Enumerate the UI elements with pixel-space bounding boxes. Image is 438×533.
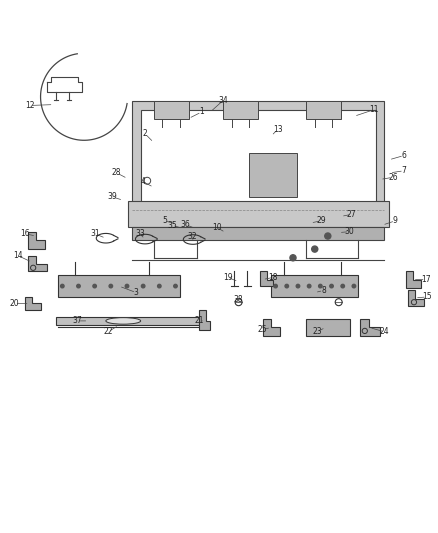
Text: 12: 12 (25, 101, 35, 110)
Polygon shape (28, 256, 47, 271)
Circle shape (125, 284, 129, 288)
Polygon shape (199, 310, 210, 329)
Polygon shape (260, 271, 273, 286)
Polygon shape (406, 271, 421, 288)
Text: 5: 5 (162, 216, 167, 225)
Polygon shape (306, 101, 341, 118)
Circle shape (77, 284, 80, 288)
Text: 24: 24 (380, 327, 389, 336)
Text: 22: 22 (103, 327, 113, 336)
Text: 6: 6 (402, 151, 406, 160)
Text: 20: 20 (10, 299, 19, 308)
Text: 26: 26 (388, 173, 398, 182)
Text: 36: 36 (180, 220, 191, 229)
Circle shape (274, 284, 277, 288)
Polygon shape (25, 297, 41, 310)
Polygon shape (127, 201, 389, 228)
Text: 7: 7 (402, 166, 406, 175)
Text: 14: 14 (13, 251, 23, 260)
Circle shape (341, 284, 344, 288)
Circle shape (109, 284, 113, 288)
Text: 19: 19 (223, 273, 233, 282)
Text: 28: 28 (112, 168, 121, 177)
Circle shape (330, 284, 333, 288)
Circle shape (290, 255, 296, 261)
Text: 18: 18 (268, 273, 278, 282)
Polygon shape (58, 275, 180, 297)
Text: 31: 31 (90, 229, 100, 238)
Text: 25: 25 (258, 325, 267, 334)
Circle shape (158, 284, 161, 288)
Circle shape (93, 284, 96, 288)
Text: 3: 3 (134, 288, 139, 297)
Polygon shape (132, 101, 385, 210)
Polygon shape (56, 317, 201, 325)
Text: 33: 33 (135, 229, 145, 238)
Text: 2: 2 (143, 130, 148, 138)
Text: 34: 34 (219, 96, 228, 105)
Text: 35: 35 (167, 221, 177, 230)
Circle shape (174, 284, 177, 288)
Text: 39: 39 (107, 192, 117, 201)
Text: 32: 32 (187, 231, 197, 240)
Polygon shape (306, 319, 350, 336)
Text: 1: 1 (199, 108, 204, 117)
Circle shape (141, 284, 145, 288)
Circle shape (312, 246, 318, 252)
Text: 11: 11 (369, 106, 378, 114)
Polygon shape (262, 319, 280, 336)
Text: 13: 13 (273, 125, 283, 134)
Polygon shape (28, 232, 45, 249)
Circle shape (296, 284, 300, 288)
Text: 9: 9 (393, 216, 398, 225)
Text: 37: 37 (73, 317, 82, 326)
Circle shape (352, 284, 356, 288)
Circle shape (318, 284, 322, 288)
Text: 4: 4 (141, 177, 145, 186)
Polygon shape (250, 154, 297, 197)
Polygon shape (154, 101, 188, 118)
Text: 30: 30 (345, 227, 354, 236)
Circle shape (307, 284, 311, 288)
Circle shape (285, 284, 289, 288)
Text: 27: 27 (347, 210, 357, 219)
Polygon shape (408, 290, 424, 305)
Text: 8: 8 (321, 286, 326, 295)
Text: 21: 21 (194, 317, 204, 326)
Text: 23: 23 (312, 327, 322, 336)
Text: 17: 17 (421, 275, 431, 284)
Text: 29: 29 (317, 216, 326, 225)
Circle shape (325, 233, 331, 239)
Text: 15: 15 (422, 293, 432, 302)
Polygon shape (271, 275, 358, 297)
Ellipse shape (106, 318, 141, 324)
Polygon shape (360, 319, 380, 336)
Text: 10: 10 (212, 223, 222, 232)
Text: 38: 38 (234, 295, 244, 304)
Circle shape (60, 284, 64, 288)
Text: 16: 16 (21, 229, 30, 238)
Polygon shape (132, 228, 385, 240)
Polygon shape (223, 101, 258, 118)
